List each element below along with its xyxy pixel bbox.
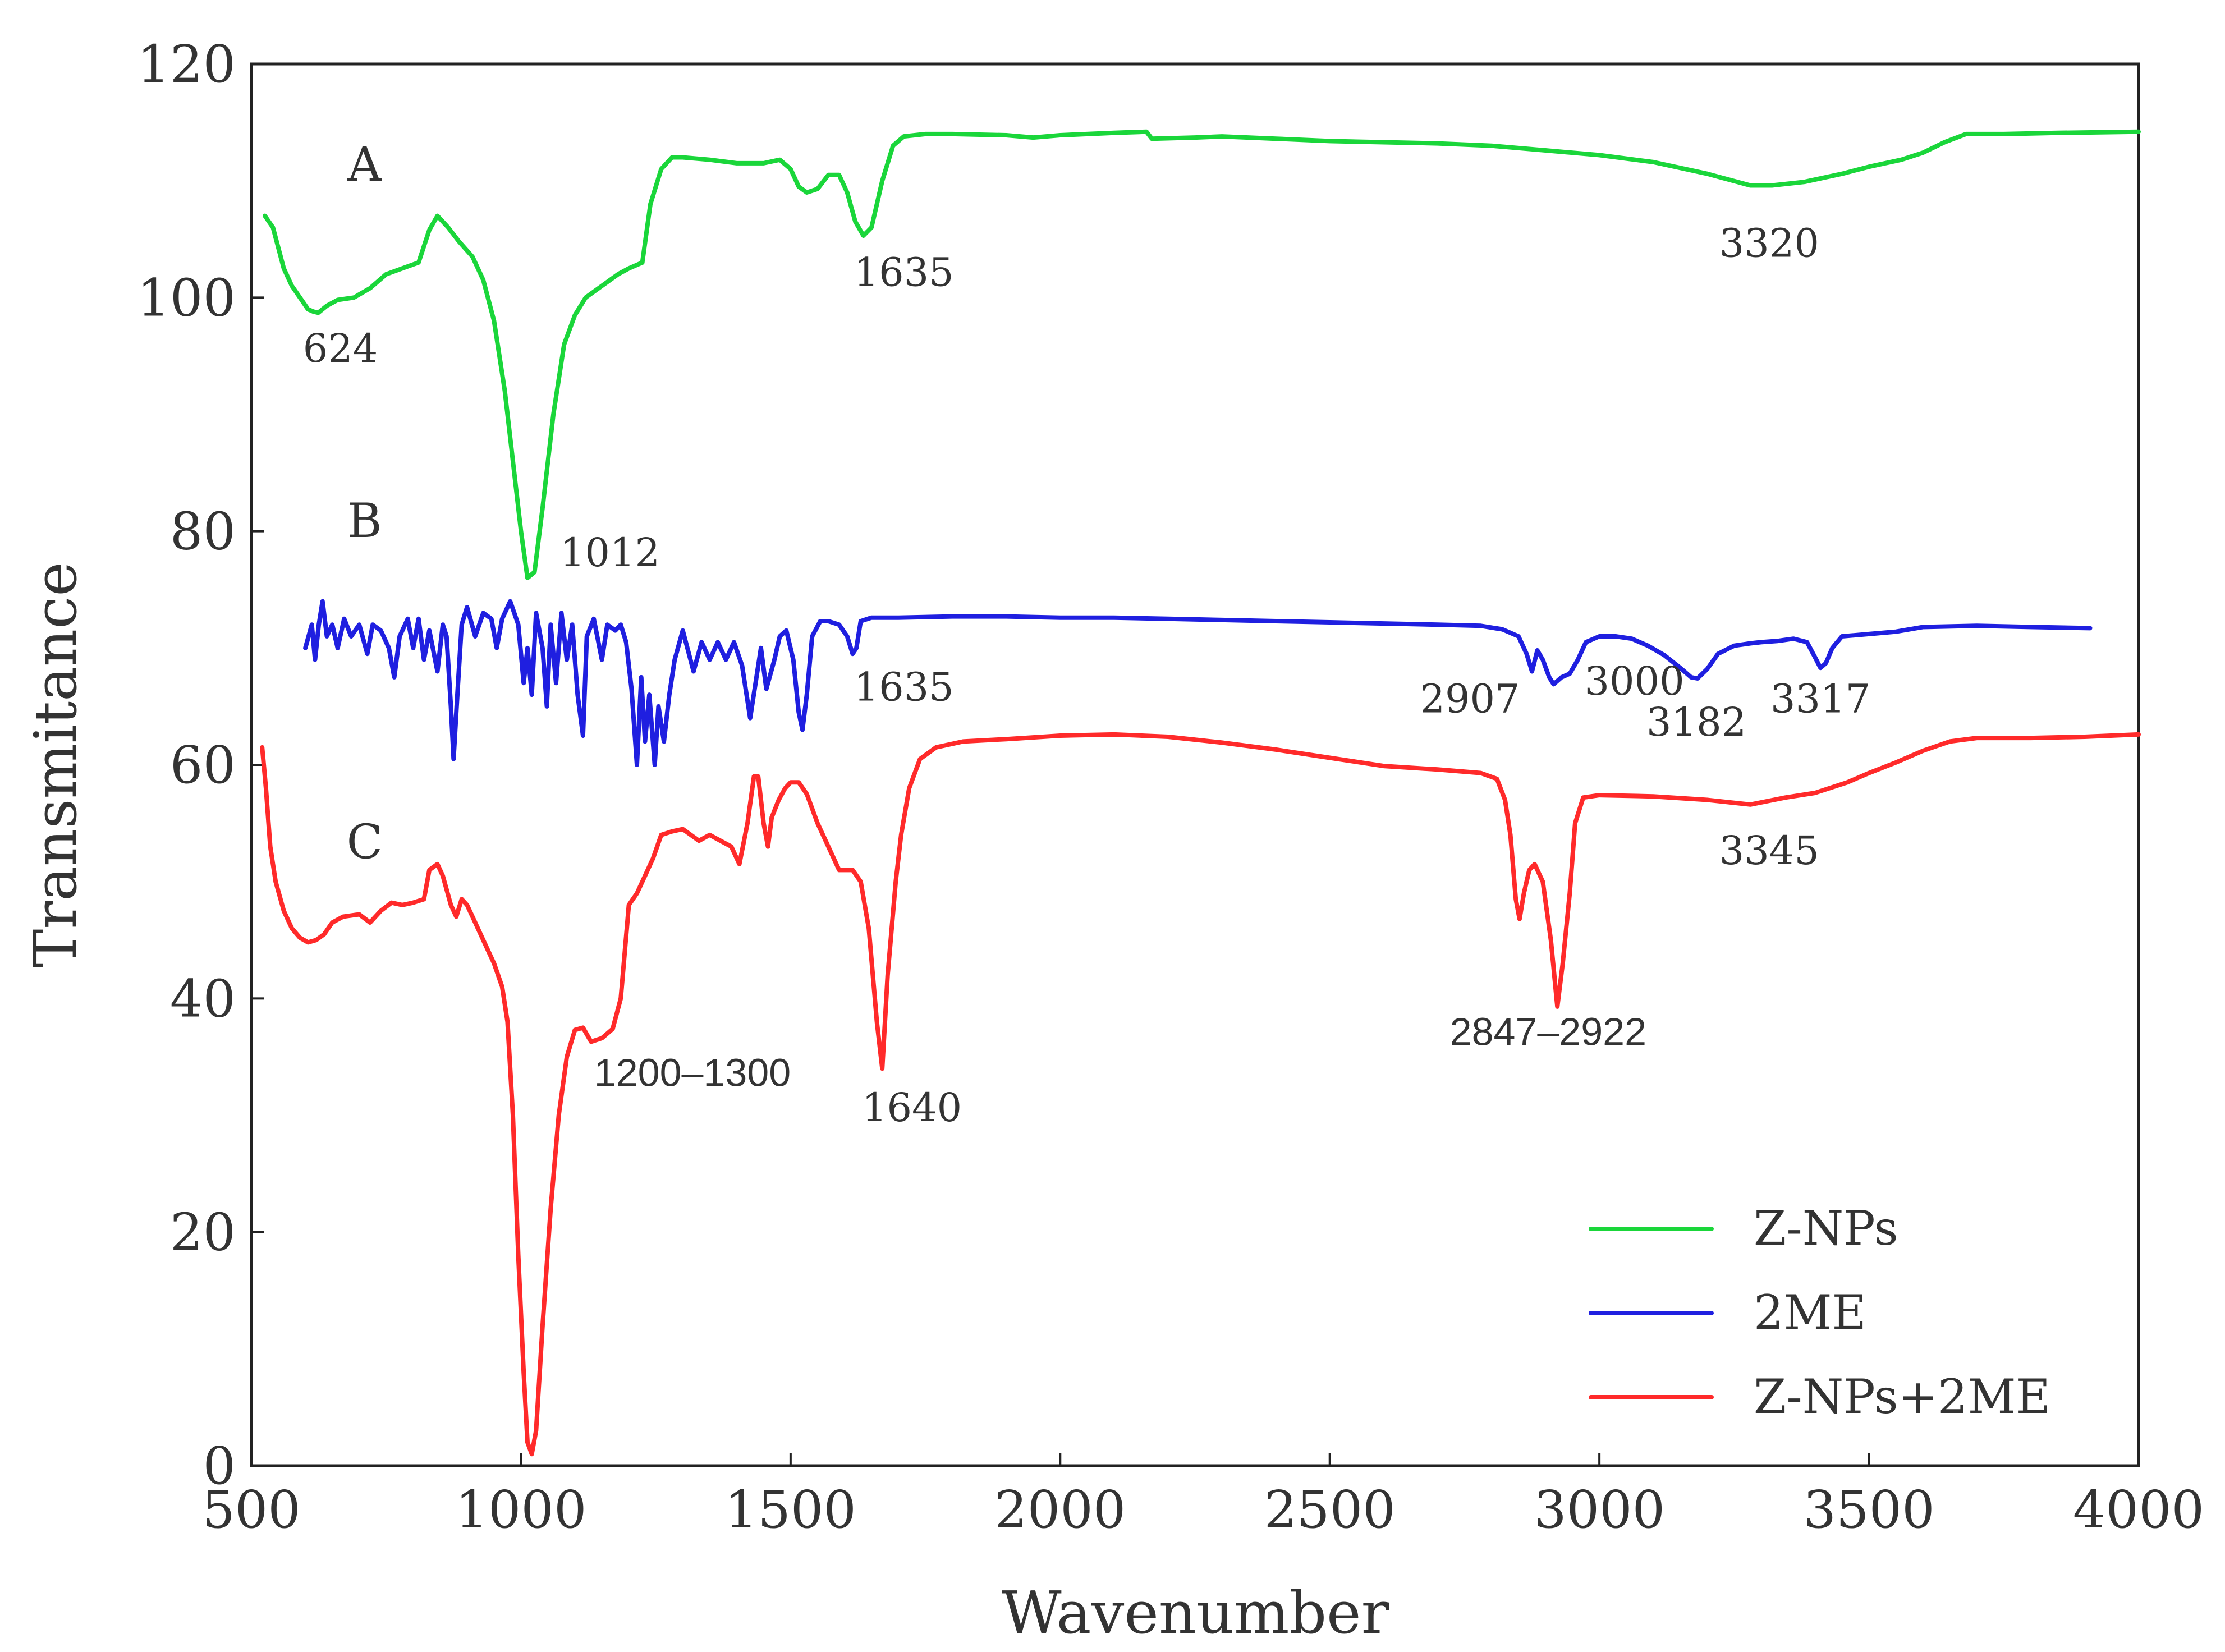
legend-label: Z-NPs bbox=[1754, 1201, 1898, 1256]
peak-range-label: 2847–2922 bbox=[1450, 1010, 1646, 1054]
legend-label: Z-NPs+2ME bbox=[1754, 1369, 2050, 1424]
y-axis: 0 20 40 60 80 100 120 bbox=[137, 34, 264, 1496]
x-tick-label: 1000 bbox=[455, 1480, 586, 1540]
legend-label: 2ME bbox=[1754, 1285, 1866, 1340]
curve-letter: C bbox=[347, 815, 383, 870]
x-axis-label: Wavenumber bbox=[1002, 1578, 1389, 1647]
y-tick-label: 0 bbox=[203, 1436, 236, 1496]
series-layer bbox=[260, 129, 2141, 1457]
peak-label: 1635 bbox=[854, 664, 954, 710]
peak-range-label: 1200–1300 bbox=[594, 1050, 791, 1094]
peak-label: 1012 bbox=[560, 530, 660, 576]
curve-letter: B bbox=[347, 493, 382, 548]
peak-label: 1635 bbox=[854, 250, 954, 296]
x-tick-label: 4000 bbox=[2073, 1480, 2204, 1540]
x-tick-label: 3000 bbox=[1534, 1480, 1665, 1540]
peak-label: 3317 bbox=[1770, 676, 1870, 722]
series-line-2me bbox=[303, 599, 2093, 767]
x-tick-label: 500 bbox=[202, 1480, 301, 1540]
peak-label: 3182 bbox=[1646, 699, 1746, 745]
peak-label: 2907 bbox=[1420, 676, 1520, 722]
curve-letter: A bbox=[347, 137, 382, 192]
x-tick-label: 2500 bbox=[1264, 1480, 1396, 1540]
x-tick-label: 1500 bbox=[725, 1480, 856, 1540]
peak-label: 3000 bbox=[1585, 658, 1685, 704]
y-tick-label: 80 bbox=[170, 502, 236, 562]
y-tick-label: 100 bbox=[137, 268, 236, 328]
x-tick-label: 3500 bbox=[1804, 1480, 1935, 1540]
peak-label: 1640 bbox=[862, 1085, 962, 1131]
x-axis: 500 1000 1500 2000 2500 3000 3500 4000 bbox=[202, 1453, 2204, 1540]
y-tick-label: 120 bbox=[137, 34, 236, 94]
legend: Z-NPs 2ME Z-NPs+2ME bbox=[1589, 1201, 2050, 1424]
y-tick-label: 20 bbox=[170, 1203, 236, 1263]
peak-label: 624 bbox=[303, 325, 378, 371]
x-tick-label: 2000 bbox=[994, 1480, 1126, 1540]
y-axis-label: Transmitance bbox=[21, 562, 90, 968]
series-line-z-nps bbox=[263, 129, 2141, 580]
peak-label: 3345 bbox=[1719, 828, 1819, 874]
y-tick-label: 40 bbox=[170, 969, 236, 1029]
series-line-z-nps-2me bbox=[260, 732, 2141, 1457]
peak-label: 3320 bbox=[1719, 220, 1819, 266]
y-tick-label: 60 bbox=[170, 735, 236, 795]
